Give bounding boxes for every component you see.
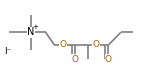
Text: O: O	[60, 40, 67, 49]
Text: I⁻: I⁻	[4, 46, 12, 56]
Text: O: O	[105, 55, 112, 64]
Text: N: N	[28, 27, 35, 37]
Text: O: O	[93, 40, 100, 49]
Text: +: +	[33, 24, 39, 30]
Text: O: O	[72, 55, 79, 64]
